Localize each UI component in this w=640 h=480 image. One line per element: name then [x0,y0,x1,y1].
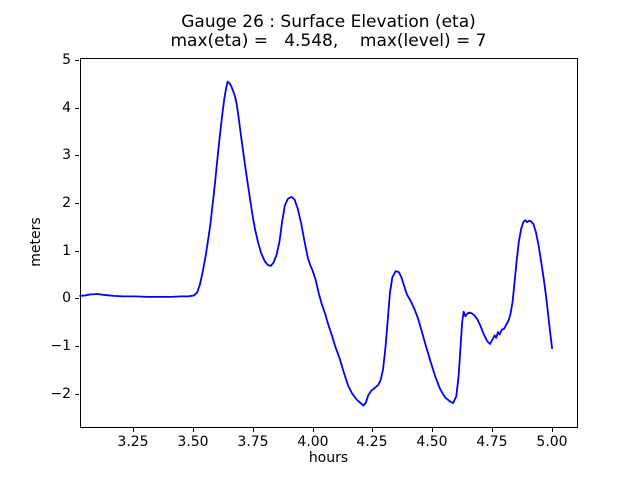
y-tick-label: −2 [50,386,71,402]
x-tick-label: 5.00 [536,434,568,450]
y-tick-label: 0 [62,290,71,306]
y-tick-label: 5 [62,52,71,68]
x-tick-label: 4.50 [416,434,448,450]
y-tick-label: −1 [50,338,71,354]
chart-subtitle: max(eta) = 4.548, max(level) = 7 [170,31,487,51]
chart-title: Gauge 26 : Surface Elevation (eta) [181,12,476,32]
x-tick-label: 4.00 [297,434,329,450]
x-tick-label: 3.75 [237,434,269,450]
axes-spines [80,58,578,428]
eta-line-series [79,80,553,407]
title-block: Gauge 26 : Surface Elevation (eta) max(e… [80,13,577,51]
y-tick-label: 1 [62,243,71,259]
x-tick-label: 4.25 [356,434,388,450]
x-tick-label: 3.50 [177,434,209,450]
y-tick-label: 4 [62,100,71,116]
y-tick-label: 2 [62,195,71,211]
x-tick-label: 3.25 [117,434,149,450]
y-tick-label: 3 [62,147,71,163]
x-axis-label: hours [308,450,349,466]
x-tick-label: 4.75 [476,434,508,450]
